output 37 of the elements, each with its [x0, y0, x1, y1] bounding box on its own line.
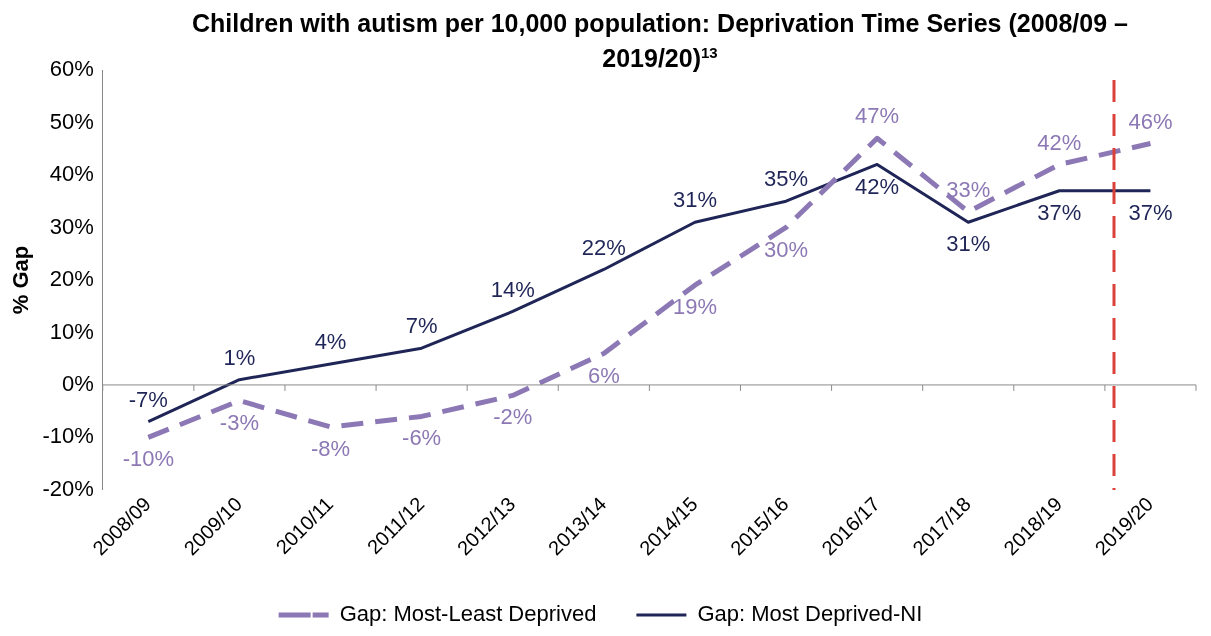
data-label: 14%: [490, 276, 535, 302]
data-label: 1%: [223, 344, 256, 370]
data-label: -6%: [402, 425, 442, 451]
legend-label: Gap: Most-Least Deprived: [339, 601, 597, 627]
y-tick-label: 20%: [49, 266, 94, 292]
data-label: -8%: [310, 435, 351, 461]
data-label: 33%: [946, 176, 991, 202]
data-label: 22%: [581, 234, 626, 260]
data-label: -7%: [128, 386, 168, 412]
data-label: 31%: [672, 187, 717, 213]
data-label: 6%: [587, 362, 620, 388]
data-label: 37%: [1128, 199, 1173, 225]
data-label: 46%: [1128, 108, 1173, 134]
data-label: 42%: [855, 173, 900, 199]
y-tick-label: 40%: [49, 161, 94, 187]
data-label: 30%: [764, 236, 809, 262]
data-label: 19%: [672, 294, 717, 320]
data-label: 47%: [855, 103, 900, 129]
data-label: 4%: [314, 329, 347, 354]
data-label: -2%: [493, 404, 533, 430]
y-tick-label: 50%: [49, 108, 94, 134]
legend-label: Gap: Most Deprived-NI: [697, 601, 923, 627]
y-tick-label: -10%: [42, 423, 94, 449]
data-label: 31%: [946, 231, 991, 257]
y-tick-label: -20%: [42, 475, 94, 501]
y-axis-title: % Gap: [8, 245, 34, 315]
y-tick-label: 30%: [49, 213, 94, 239]
y-tick-label: 0%: [61, 370, 94, 396]
data-label: -10%: [122, 446, 174, 472]
data-label: 7%: [405, 313, 438, 339]
y-tick-label: 10%: [49, 318, 94, 344]
data-label: 42%: [1037, 129, 1082, 155]
data-label: -3%: [219, 409, 259, 435]
data-label: 37%: [1037, 199, 1082, 225]
data-label: 35%: [764, 166, 809, 192]
chart-title: Children with autism per 10,000 population: Deprivation Time Series (2008/09 – 2019/20)$^{13}$: [191, 8, 1129, 74]
y-tick-label: 60%: [49, 56, 94, 82]
